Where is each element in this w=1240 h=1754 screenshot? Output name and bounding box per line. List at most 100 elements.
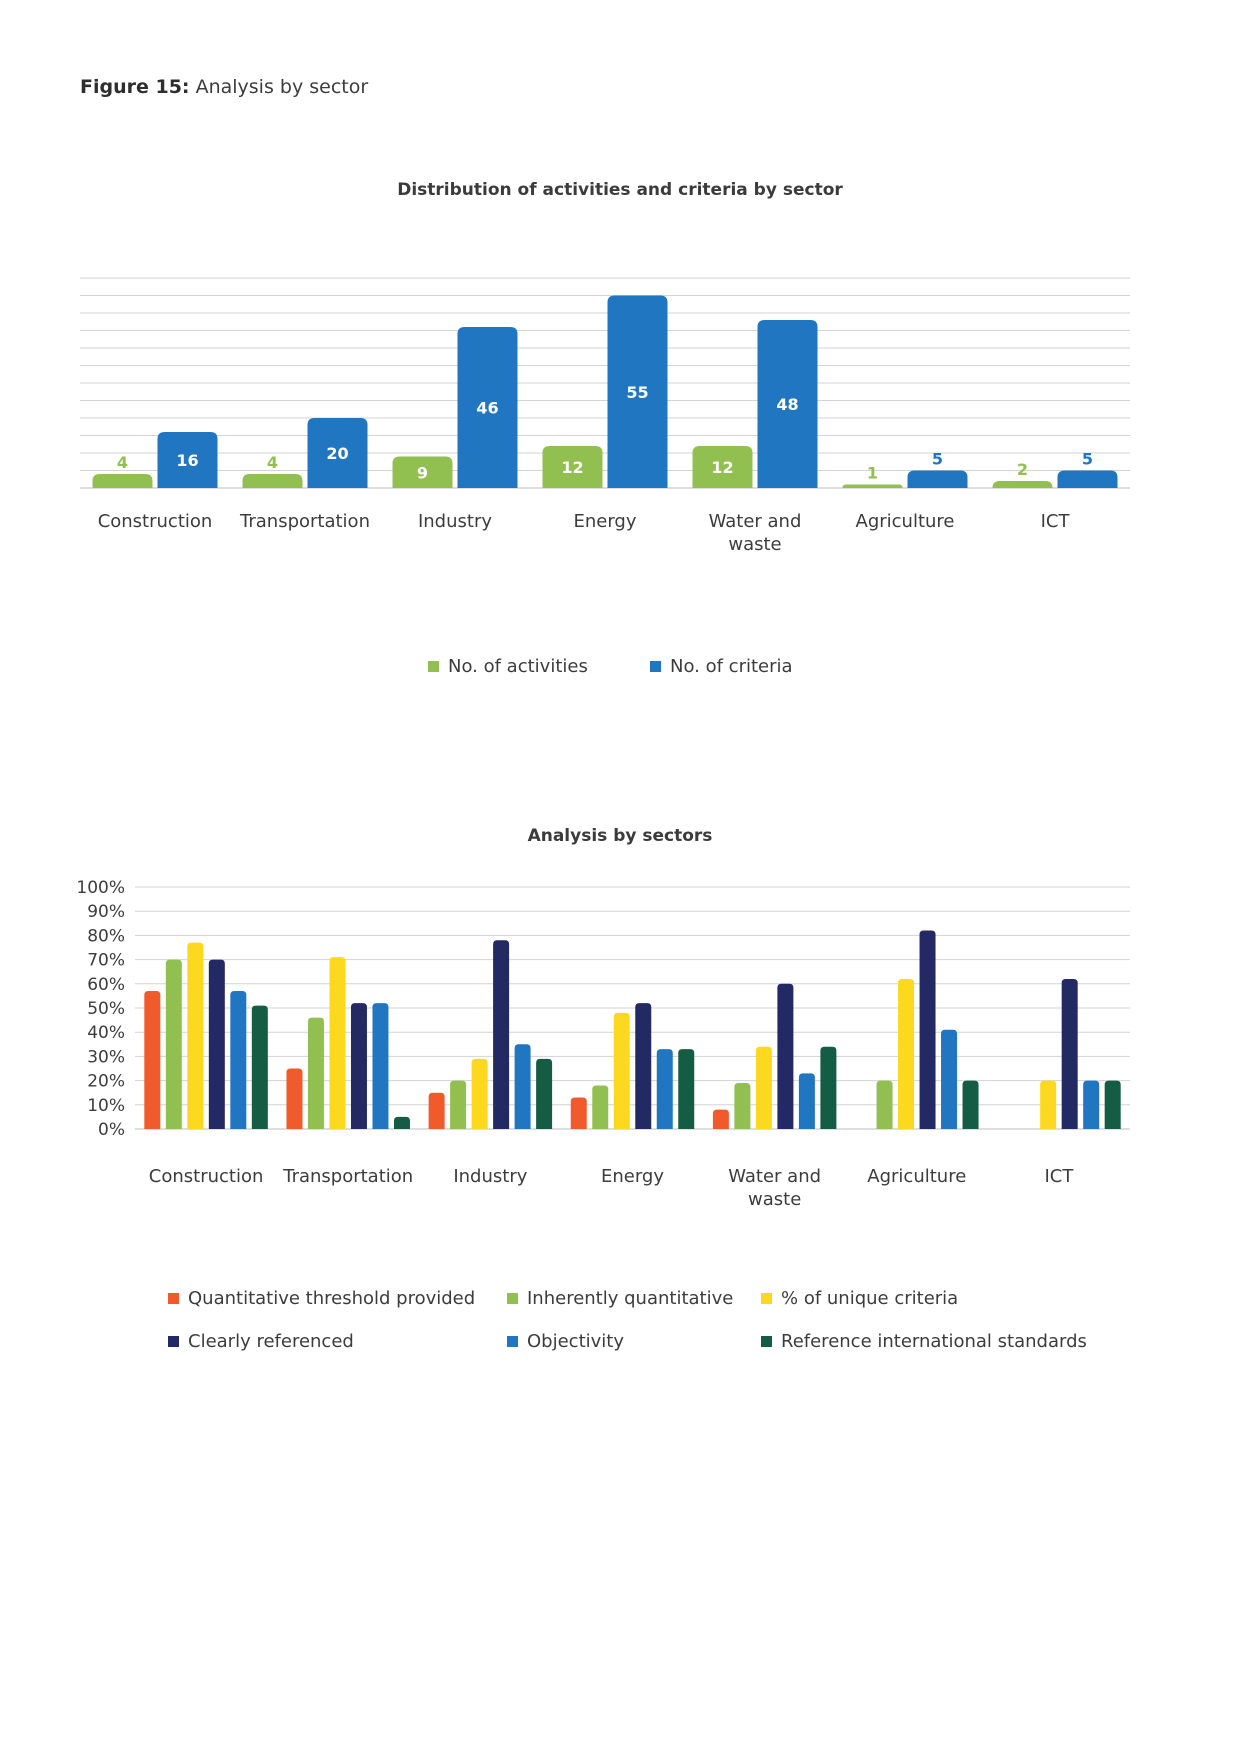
legend-label: Objectivity [527,1331,624,1352]
data-label: 5 [932,450,943,469]
legend-swatch [761,1336,772,1347]
bar-no-of-activities-industry [392,456,453,488]
bar-objectivity-industry [514,1044,531,1129]
bar-reference-international-standards-agriculture [962,1080,979,1129]
x-tick-label: Transportation [282,1166,413,1187]
x-tick-label: Construction [98,511,213,532]
bar-clearly-referenced-energy [635,1003,652,1129]
x-tick-label: Agriculture [867,1166,966,1187]
bar-clearly-referenced-water-and-waste [777,983,794,1129]
chart-2-legend-item-2: Inherently quantitative [507,1288,733,1309]
bar-no-of-activities-agriculture [842,484,903,488]
y-tick-label: 40% [87,1023,125,1043]
legend-label: Reference international standards [781,1331,1087,1352]
bar-no-of-criteria-energy [607,295,668,488]
bar-objectivity-energy [656,1049,673,1129]
legend-label: No. of activities [448,656,588,677]
data-label: 4 [267,453,278,472]
bar-clearly-referenced-ict [1061,978,1078,1129]
y-tick-label: 80% [87,926,125,946]
bar-of-unique-criteria-transportation [329,957,346,1129]
x-tick-label: Energy [573,511,636,532]
x-tick-label: Water and [728,1166,821,1187]
figure-caption: Figure 15: Analysis by sector [80,76,368,98]
bar-objectivity-transportation [372,1003,389,1129]
y-tick-label: 100% [76,878,125,898]
bar-quantitative-threshold-provided-transportation [286,1068,303,1129]
legend-label: No. of criteria [670,656,793,677]
bar-inherently-quantitative-agriculture [876,1080,893,1129]
chart-2-plot: 0% 10% 20% 30% 40% 50% 60% 70% 80% 90% 100% Constru… [76,878,1130,1210]
bar-reference-international-standards-energy [678,1049,695,1129]
figure-label: Figure 15: [80,76,190,98]
bar-no-of-criteria-agriculture [907,470,968,488]
legend-label: % of unique criteria [781,1288,959,1309]
x-tick-label: ICT [1041,511,1071,532]
bar-objectivity-construction [230,991,247,1129]
bar-inherently-quantitative-construction [165,959,182,1129]
bar-quantitative-threshold-provided-industry [428,1092,445,1129]
bar-clearly-referenced-transportation [350,1003,367,1129]
data-label: 20 [326,444,348,463]
x-tick-label: Construction [149,1166,264,1187]
bar-of-unique-criteria-water-and-waste [755,1046,772,1129]
legend-swatch [168,1293,179,1304]
data-label: 12 [561,458,583,477]
data-label: 4 [117,453,128,472]
data-label: 1 [867,464,878,483]
y-tick-label: 60% [87,975,125,995]
bar-no-of-criteria-industry [457,327,518,488]
y-tick-label: 30% [87,1047,125,1067]
bar-reference-international-standards-construction [251,1005,268,1129]
data-label: 5 [1082,450,1093,469]
bar-of-unique-criteria-ict [1040,1080,1057,1129]
legend-swatch [507,1293,518,1304]
bar-no-of-criteria-construction [157,432,218,488]
bar-clearly-referenced-agriculture [919,930,936,1129]
bar-of-unique-criteria-energy [613,1012,630,1129]
bar-of-unique-criteria-construction [187,942,204,1129]
legend-label: Quantitative threshold provided [188,1288,476,1309]
x-tick-label: Energy [601,1166,664,1187]
bar-no-of-activities-ict [992,481,1053,488]
x-tick-label: ICT [1044,1166,1074,1187]
bar-reference-international-standards-ict [1104,1080,1121,1129]
bar-inherently-quantitative-industry [450,1080,467,1129]
chart-2-title: Analysis by sectors [527,826,713,846]
bar-clearly-referenced-construction [208,959,225,1129]
x-tick-label: waste [728,534,781,555]
legend-swatch [650,661,661,672]
chart-1-plot: 4 16 Construction 4 20 Transportation 9 46 Indus… [80,277,1130,555]
data-label: 12 [711,458,733,477]
data-label: 55 [626,383,648,402]
legend-swatch [507,1336,518,1347]
bar-clearly-referenced-industry [493,940,510,1129]
x-tick-label: Industry [418,511,492,532]
x-tick-label: Transportation [239,511,370,532]
bar-no-of-activities-energy [542,446,603,488]
bar-quantitative-threshold-provided-water-and-waste [712,1109,729,1129]
data-label: 9 [417,463,428,482]
legend-swatch [168,1336,179,1347]
chart-1-legend-item-2: No. of criteria [650,656,793,677]
figure-caption-text: Analysis by sector [189,76,369,98]
legend-swatch [761,1293,772,1304]
bar-no-of-activities-construction [92,474,153,488]
x-tick-label: Water and [709,511,802,532]
y-tick-label: 70% [87,951,125,971]
legend-label: Clearly referenced [188,1331,354,1352]
bar-no-of-criteria-water-and-waste [757,320,818,488]
bar-no-of-criteria-ict [1057,470,1118,488]
y-tick-label: 50% [87,999,125,1019]
x-tick-label: Industry [453,1166,527,1187]
data-label: 16 [176,451,198,470]
x-tick-label: Agriculture [856,511,955,532]
bar-no-of-activities-water-and-waste [692,446,753,488]
bar-of-unique-criteria-agriculture [898,978,915,1129]
chart-1-legend-item-1: No. of activities [428,656,588,677]
data-label: 48 [776,395,798,414]
chart-2-legend-item-1: Quantitative threshold provided [168,1288,475,1309]
bar-objectivity-ict [1083,1080,1100,1129]
legend-swatch [428,661,439,672]
bar-quantitative-threshold-provided-energy [570,1097,587,1129]
